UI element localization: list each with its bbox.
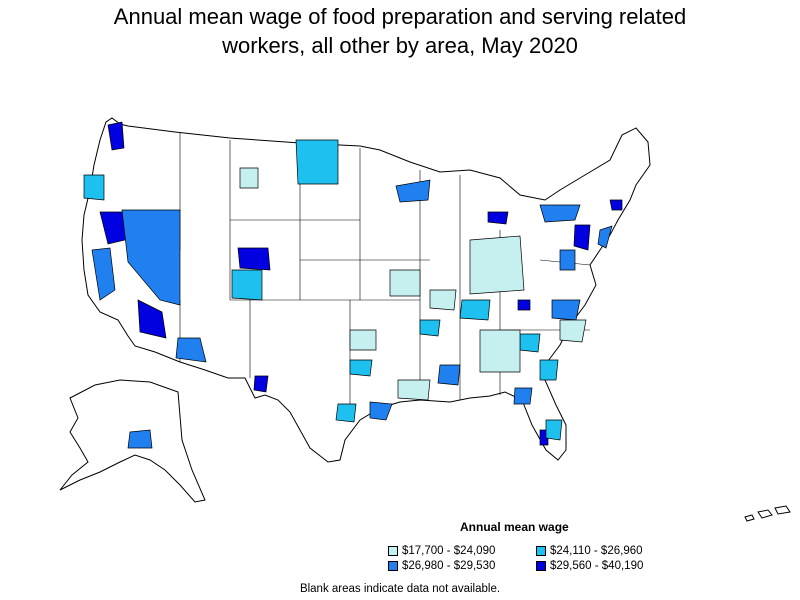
legend-swatch-3	[388, 561, 398, 571]
hawaii-islands	[744, 505, 791, 522]
title-line-2: workers, all other by area, May 2020	[222, 33, 578, 58]
legend-item-3: $26,980 - $29,530	[388, 560, 495, 572]
legend-item-2: $24,110 - $26,960	[536, 545, 643, 557]
title-line-1: Annual mean wage of food preparation and…	[113, 4, 687, 29]
contiguous-us-outline	[81, 117, 651, 463]
legend-label-1: $17,700 - $24,090	[402, 545, 496, 557]
legend-swatch-1	[388, 546, 398, 556]
legend-swatch-2	[536, 546, 546, 556]
legend-title: Annual mean wage	[460, 520, 569, 534]
blank-areas-note: Blank areas indicate data not available.	[299, 583, 501, 595]
legend-label-3: $26,980 - $29,530	[402, 560, 496, 572]
wage-regions	[83, 121, 623, 449]
legend-label-4: $29,560 - $40,190	[550, 560, 644, 572]
legend-swatch-4	[536, 561, 546, 571]
legend-item-1: $17,700 - $24,090	[388, 545, 495, 557]
legend-item-4: $29,560 - $40,190	[536, 560, 643, 572]
legend-label-2: $24,110 - $26,960	[550, 545, 643, 557]
map-title: Annual mean wage of food preparation and…	[0, 2, 800, 60]
